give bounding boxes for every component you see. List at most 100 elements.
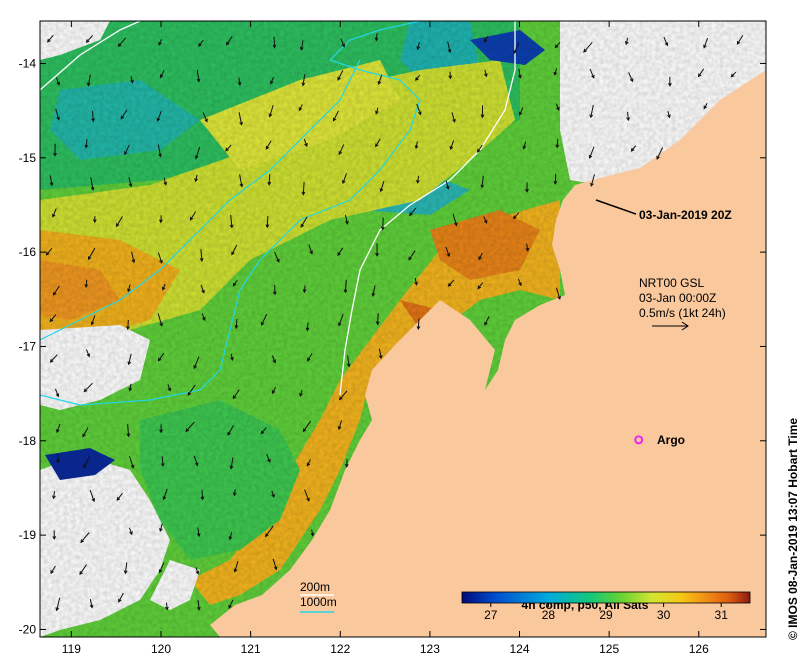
current-vector-head [124,151,128,156]
scale-arrow [652,321,689,331]
current-vector-head [342,180,346,185]
current-vector-head [128,387,133,392]
current-vector-head [229,465,234,470]
current-vector-head [200,496,205,501]
current-vector [228,599,234,609]
current-vector-head [447,49,452,54]
current-vector-head [343,289,348,294]
current-vector [304,489,310,501]
current-vector-head [480,114,485,119]
current-vector [274,251,280,262]
current-vector [56,597,61,611]
current-vector-head [518,282,522,287]
current-vector-head [194,462,199,467]
current-vector-head [165,606,169,611]
lat-tick-label: -16 [19,245,37,259]
current-vector [445,180,449,189]
current-vector [377,313,379,325]
current-vector-head [239,183,244,188]
current-vector-head [337,252,341,257]
current-vector-head [525,188,529,193]
current-vector [415,74,421,81]
current-vector-head [480,184,485,189]
contour-200-label: 200m [300,580,330,594]
current-vector-head [229,224,234,229]
current-vector-head [478,256,482,261]
current-vector [627,111,629,121]
current-vector-head [115,223,120,228]
current-vector-head [345,220,349,225]
current-vector [271,355,276,363]
current-vector-head [513,50,517,55]
current-vector [88,247,96,260]
current-vector-head [344,463,349,468]
current-vector-head [375,252,379,257]
current-vector-head [375,110,379,115]
current-vector [201,490,204,500]
current-vector [87,74,91,86]
current-vector-head [304,143,308,148]
current-vector-head [131,259,136,264]
current-vector [157,144,161,157]
current-vector-head [126,433,131,438]
timestamp-pointer [595,199,637,215]
colorbar-tick-label: 28 [542,608,556,622]
current-vector-head [730,73,735,78]
current-vector [265,525,274,537]
current-vector [198,40,204,47]
current-vector-head [118,598,122,603]
current-vector-head [80,539,84,544]
current-vector [129,383,132,391]
current-vector [55,77,60,85]
current-vector-head [555,144,560,149]
current-vector [555,42,561,48]
current-vector [55,108,60,120]
lon-tick-label: 124 [510,642,530,656]
current-vector [201,313,206,321]
current-vector [82,427,89,437]
current-vector-head [624,41,629,46]
current-vector-head [337,426,342,431]
current-vector-head [591,74,595,79]
current-date-label: 03-Jan 00:00Z [639,291,716,305]
current-vector [50,354,58,363]
current-vector-head [227,431,231,436]
current-vector-head [377,81,382,85]
current-vector-head [55,607,60,612]
current-vector-head [656,155,660,160]
current-vector [484,69,487,77]
current-vector [478,252,483,260]
current-vector [116,216,123,227]
current-vector-head [56,116,60,121]
current-vector [158,352,165,361]
current-vector [303,138,308,147]
current-vector-head [198,43,202,47]
current-vector-head [270,80,274,85]
current-vector-head [697,73,702,78]
current-vector-head [86,353,91,358]
current-vector-head [298,107,303,112]
current-vector [239,174,243,187]
current-vector [195,146,201,159]
current-vector-head [378,355,383,359]
current-vector-head [273,566,278,571]
current-vector-head [484,321,488,326]
current-vector [197,600,200,610]
current-vector [50,565,56,574]
contour-200m [339,21,516,396]
contour-200m-b [40,21,141,91]
current-vector-head [232,492,237,497]
current-vector [196,69,200,82]
current-vector-head [199,257,204,262]
current-vector [417,175,419,183]
current-vector-head [302,289,307,294]
current-vector [554,68,558,75]
argo-float-marker[interactable] [634,435,644,445]
current-vector-head [234,325,239,330]
current-vector-head [228,604,232,609]
current-vector-head [50,570,54,575]
current-vector [452,213,457,226]
current-vector [261,313,268,326]
current-vector-head [193,365,197,370]
current-vector-head [267,181,272,186]
